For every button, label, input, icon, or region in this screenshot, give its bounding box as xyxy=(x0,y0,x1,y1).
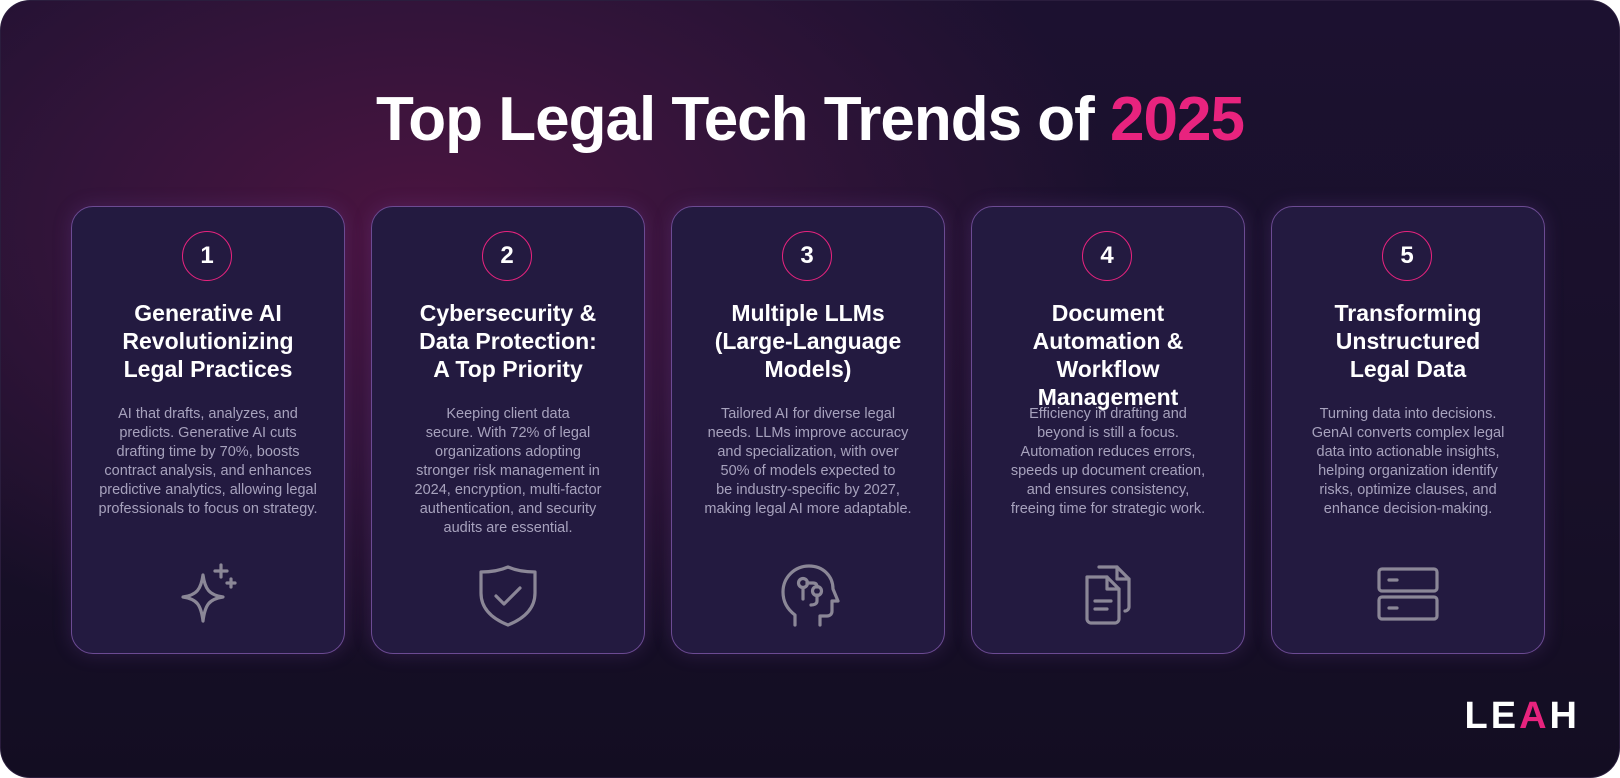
card-title: Transforming Unstructured Legal Data xyxy=(1334,300,1482,382)
trend-card-1: 1 Generative AI Revolutionizing Legal Pr… xyxy=(71,206,345,654)
ai-head-icon xyxy=(773,559,843,629)
card-title: Multiple LLMs (Large-Language Models) xyxy=(714,300,902,382)
trend-card-5: 5 Transforming Unstructured Legal Data T… xyxy=(1271,206,1545,654)
title-main: Top Legal Tech Trends of xyxy=(376,85,1095,154)
card-number: 2 xyxy=(482,231,532,281)
page-title: Top Legal Tech Trends of 2025 xyxy=(0,84,1620,155)
card-description: AI that drafts, analyzes, and predicts. … xyxy=(98,406,318,517)
card-title: Generative AI Revolutionizing Legal Prac… xyxy=(122,300,294,382)
documents-icon xyxy=(1073,559,1143,629)
card-number: 3 xyxy=(782,231,832,281)
card-title: Document Automation & Workflow Managemen… xyxy=(1032,300,1184,410)
card-description: Keeping client data secure. With 72% of … xyxy=(414,406,602,536)
card-number: 4 xyxy=(1082,231,1132,281)
leah-logo: LEAH xyxy=(1464,695,1580,737)
sparkle-icon xyxy=(173,559,243,629)
card-number: 1 xyxy=(182,231,232,281)
trend-card-2: 2 Cybersecurity & Data Protection: A Top… xyxy=(371,206,645,654)
trend-card-4: 4 Document Automation & Workflow Managem… xyxy=(971,206,1245,654)
card-description: Efficiency in drafting and beyond is sti… xyxy=(1010,406,1206,517)
card-description: Turning data into decisions. GenAI conve… xyxy=(1311,406,1505,517)
card-number: 5 xyxy=(1382,231,1432,281)
server-icon xyxy=(1373,559,1443,629)
shield-check-icon xyxy=(473,559,543,629)
card-description: Tailored AI for diverse legal needs. LLM… xyxy=(704,406,912,517)
card-title: Cybersecurity & Data Protection: A Top P… xyxy=(419,300,597,382)
title-year: 2025 xyxy=(1110,85,1245,154)
trend-card-3: 3 Multiple LLMs (Large-Language Models) … xyxy=(671,206,945,654)
